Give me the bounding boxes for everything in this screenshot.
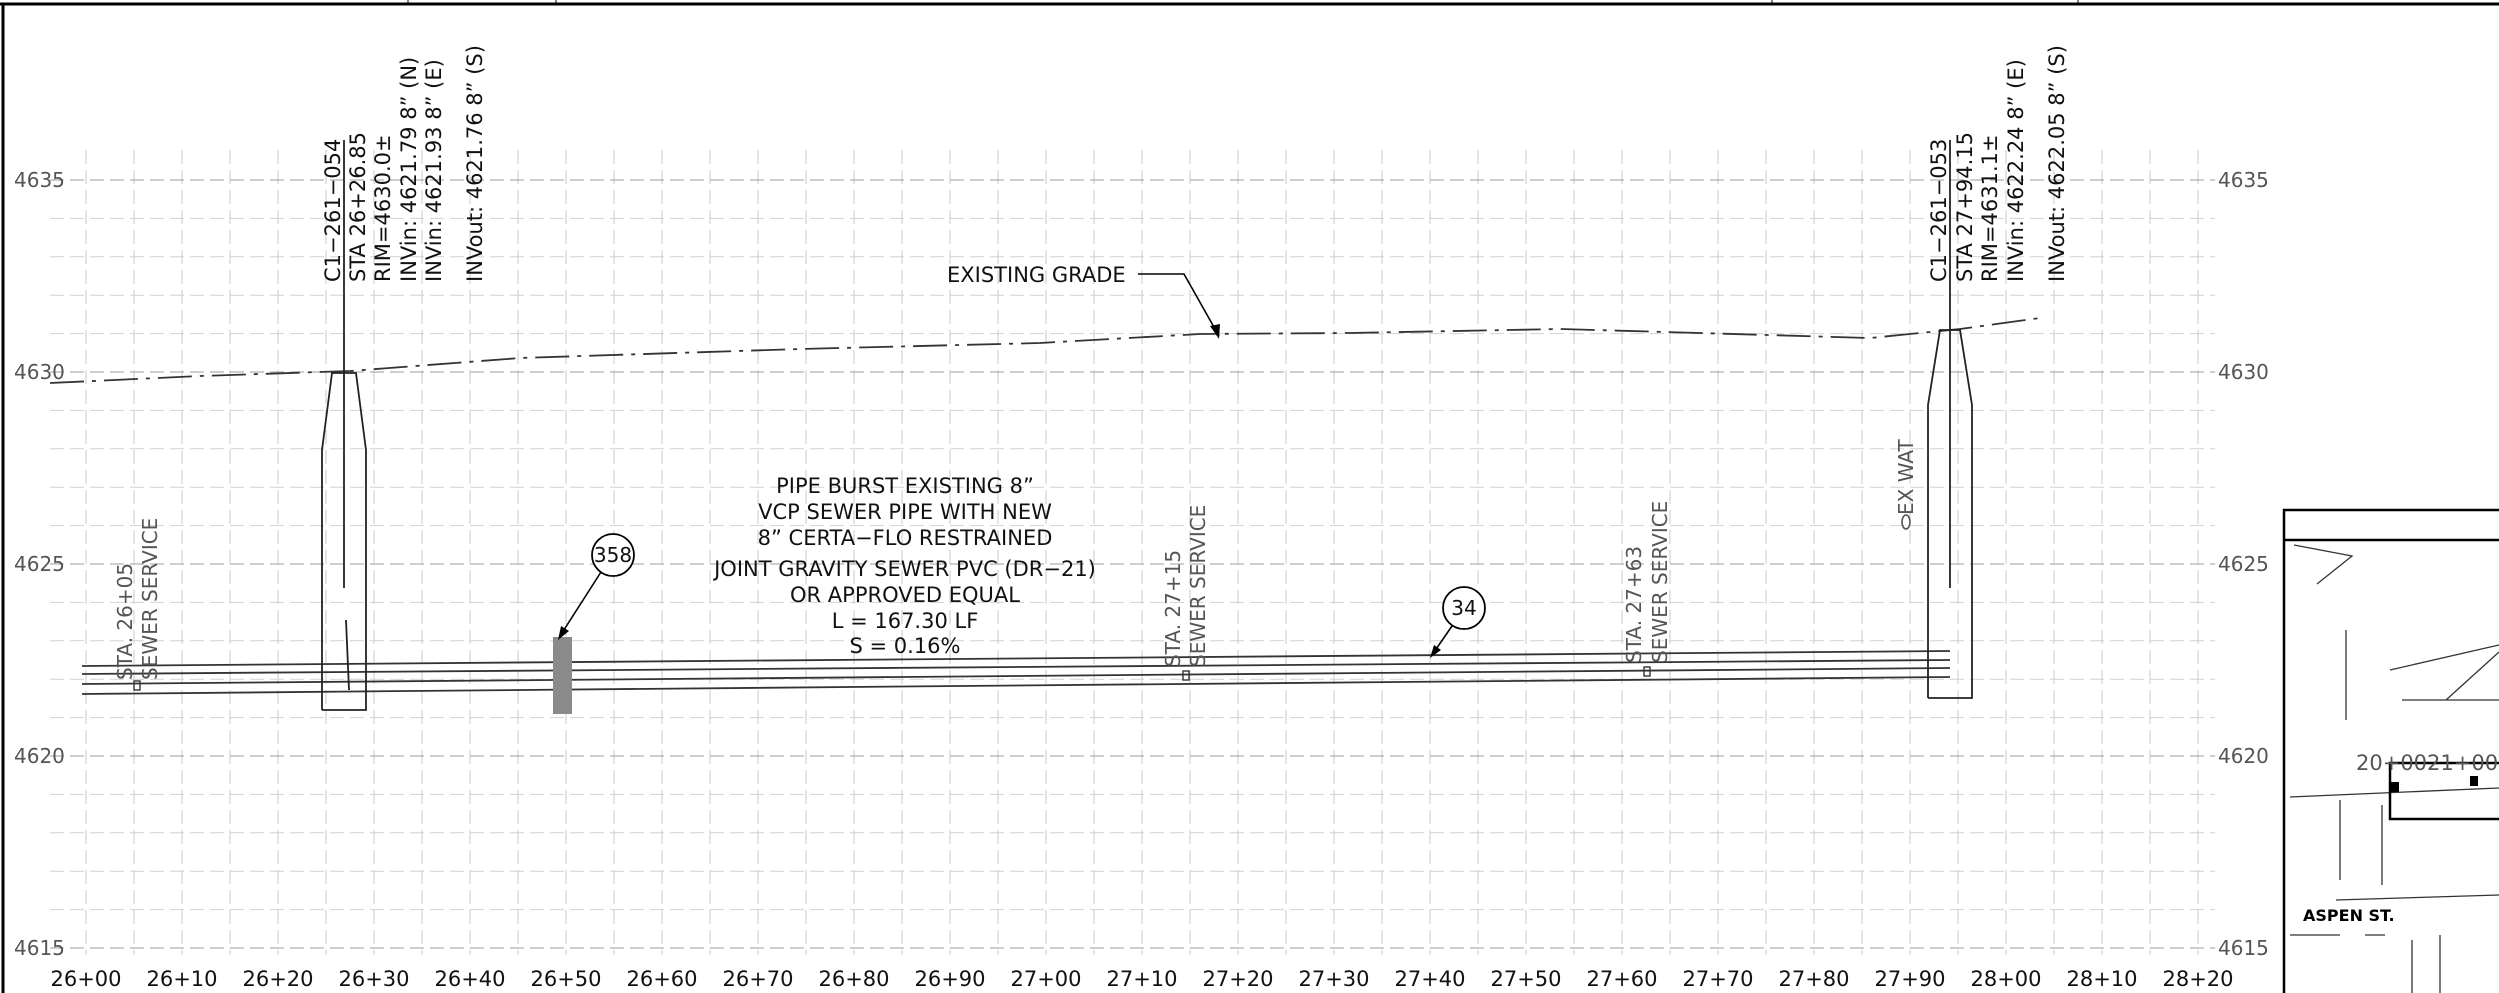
station-label: 27+20 <box>1202 967 1273 991</box>
key-map-inset: 20+0021+00 ASPEN ST. <box>2282 508 2499 993</box>
station-label: 26+20 <box>242 967 313 991</box>
elevation-label-left: 4635 <box>14 168 65 192</box>
existing-grade-arrow <box>1210 324 1220 339</box>
service-middle-label: SEWER SERVICE <box>1186 505 1210 667</box>
station-label: 27+90 <box>1874 967 1945 991</box>
elevation-label-left: 4620 <box>14 744 65 768</box>
station-label: 26+90 <box>914 967 985 991</box>
elevation-label-left: 4625 <box>14 552 65 576</box>
manhole-left-labels: C1−261−054 STA 26+26.85 RIM=4630.0± INVi… <box>321 45 487 282</box>
existing-grade-label: EXISTING GRADE <box>947 263 1126 287</box>
existing-grade-leader <box>1138 273 1220 337</box>
service-right-label: SEWER SERVICE <box>1648 501 1672 663</box>
service-left-label: SEWER SERVICE <box>138 518 162 680</box>
station-label: 28+10 <box>2066 967 2137 991</box>
station-label: 26+30 <box>338 967 409 991</box>
elevation-label-right: 4615 <box>2218 936 2269 960</box>
elevation-axis-left: 4635 4630 4625 4620 4615 <box>14 168 65 960</box>
sewer-pipe <box>81 650 1951 695</box>
manhole-right-station: STA 27+94.15 <box>1953 132 1977 282</box>
elevation-label-right: 4630 <box>2218 360 2269 384</box>
manhole-right-rim: RIM=4631.1± <box>1978 134 2002 282</box>
service-right-station: STA. 27+63 <box>1622 546 1646 663</box>
station-label: 26+10 <box>146 967 217 991</box>
elevation-label-left: 4630 <box>14 360 65 384</box>
station-axis: 26+00 26+10 26+20 26+30 26+40 26+50 26+60 26+70… <box>50 967 2233 991</box>
manhole-right-labels: C1−261−053 STA 27+94.15 RIM=4631.1± INVi… <box>1927 45 2069 282</box>
manhole-left-id: C1−261−054 <box>321 139 345 282</box>
station-label: 28+00 <box>1970 967 2041 991</box>
station-label: 27+70 <box>1682 967 1753 991</box>
callout-34-text: 34 <box>1451 596 1476 620</box>
manhole-right-invert-1: INVin: 4622.24 8” (E) <box>2004 59 2028 282</box>
station-label: 27+60 <box>1586 967 1657 991</box>
existing-grade-line <box>49 317 2041 384</box>
inset-station-text: 20+0021+00 <box>2356 751 2498 775</box>
station-label: 26+40 <box>434 967 505 991</box>
elevation-label-right: 4625 <box>2218 552 2269 576</box>
elevation-label-left: 4615 <box>14 936 65 960</box>
station-label: 27+10 <box>1106 967 1177 991</box>
station-label: 27+30 <box>1298 967 1369 991</box>
pipe-note-line-2: VCP SEWER PIPE WITH NEW <box>758 500 1052 524</box>
pipe-burst-pit <box>553 637 572 714</box>
station-label: 27+50 <box>1490 967 1561 991</box>
service-middle: STA. 27+15 SEWER SERVICE <box>1161 505 1210 681</box>
manhole-left-invert-2: INVin: 4621.93 8” (E) <box>422 59 446 282</box>
ex-wat-symbol <box>1901 514 1911 530</box>
station-label: 27+00 <box>1010 967 1081 991</box>
service-middle-station: STA. 27+15 <box>1161 550 1185 667</box>
service-left-station: STA. 26+05 <box>113 563 137 680</box>
manhole-right-invert-2: INVout: 4622.05 8” (S) <box>2045 45 2069 282</box>
station-label: 27+80 <box>1778 967 1849 991</box>
elevation-label-right: 4620 <box>2218 744 2269 768</box>
callout-358-text: 358 <box>594 543 632 567</box>
manhole-left-invert-1: INVin: 4621.79 8” (N) <box>397 57 421 282</box>
station-label: 28+20 <box>2162 967 2233 991</box>
pipe-note-line-1: PIPE BURST EXISTING 8” <box>776 474 1034 498</box>
elevation-label-right: 4635 <box>2218 168 2269 192</box>
manhole-left-invert-3: INVout: 4621.76 8” (S) <box>463 45 487 282</box>
callout-34: 34 <box>1430 586 1486 658</box>
service-left: STA. 26+05 SEWER SERVICE <box>113 518 162 691</box>
manhole-left-station: STA 26+26.85 <box>346 132 370 282</box>
pipe-note-line-7: S = 0.16% <box>850 634 961 658</box>
manhole-left-rim: RIM=4630.0± <box>371 134 395 282</box>
station-label: 26+80 <box>818 967 889 991</box>
station-label: 27+40 <box>1394 967 1465 991</box>
pipe-note-line-5: OR APPROVED EQUAL <box>790 583 1020 607</box>
callout-358: 358 <box>558 533 635 640</box>
manhole-left <box>321 140 367 711</box>
service-right: STA. 27+63 SEWER SERVICE <box>1622 501 1672 677</box>
station-label: 26+60 <box>626 967 697 991</box>
manhole-right-id: C1−261−053 <box>1927 139 1951 282</box>
station-label: 26+70 <box>722 967 793 991</box>
pipe-note-line-4: JOINT GRAVITY SEWER PVC (DR−21) <box>712 557 1096 581</box>
ex-wat-label: EX WAT <box>1894 438 1918 515</box>
elevation-axis-right: 4635 4630 4625 4620 4615 <box>2218 168 2269 960</box>
station-label: 26+00 <box>50 967 121 991</box>
pipe-note-line-6: L = 167.30 LF <box>832 609 979 633</box>
pipe-note: PIPE BURST EXISTING 8” VCP SEWER PIPE WI… <box>712 474 1096 658</box>
profile-grid <box>50 150 2215 955</box>
manhole-right <box>1927 140 1973 699</box>
station-label: 26+50 <box>530 967 601 991</box>
inset-street-label: ASPEN ST. <box>2303 906 2395 925</box>
pipe-note-line-3: 8” CERTA−FLO RESTRAINED <box>758 526 1053 550</box>
